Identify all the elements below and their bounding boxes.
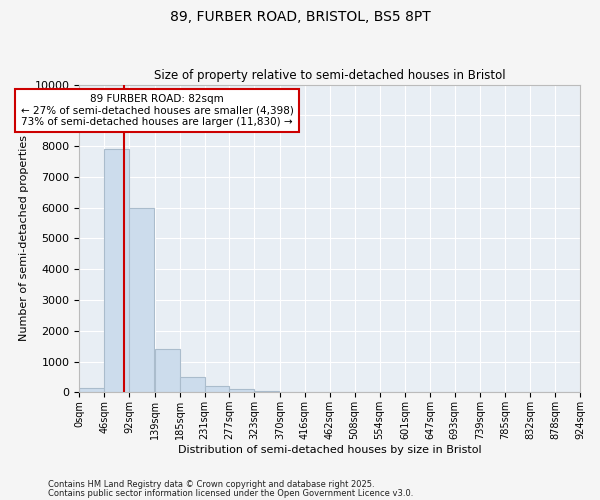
Text: Contains HM Land Registry data © Crown copyright and database right 2025.: Contains HM Land Registry data © Crown c… <box>48 480 374 489</box>
Bar <box>179 377 205 392</box>
Text: 89, FURBER ROAD, BRISTOL, BS5 8PT: 89, FURBER ROAD, BRISTOL, BS5 8PT <box>170 10 430 24</box>
Bar <box>155 349 179 393</box>
Bar <box>79 388 104 392</box>
Text: 89 FURBER ROAD: 82sqm
← 27% of semi-detached houses are smaller (4,398)
73% of s: 89 FURBER ROAD: 82sqm ← 27% of semi-deta… <box>20 94 293 127</box>
Bar <box>205 386 229 392</box>
X-axis label: Distribution of semi-detached houses by size in Bristol: Distribution of semi-detached houses by … <box>178 445 481 455</box>
Y-axis label: Number of semi-detached properties: Number of semi-detached properties <box>19 136 29 342</box>
Text: Contains public sector information licensed under the Open Government Licence v3: Contains public sector information licen… <box>48 488 413 498</box>
Bar <box>254 391 279 392</box>
Title: Size of property relative to semi-detached houses in Bristol: Size of property relative to semi-detach… <box>154 69 505 82</box>
Bar <box>229 389 254 392</box>
Bar <box>104 149 129 392</box>
Bar <box>129 208 154 392</box>
